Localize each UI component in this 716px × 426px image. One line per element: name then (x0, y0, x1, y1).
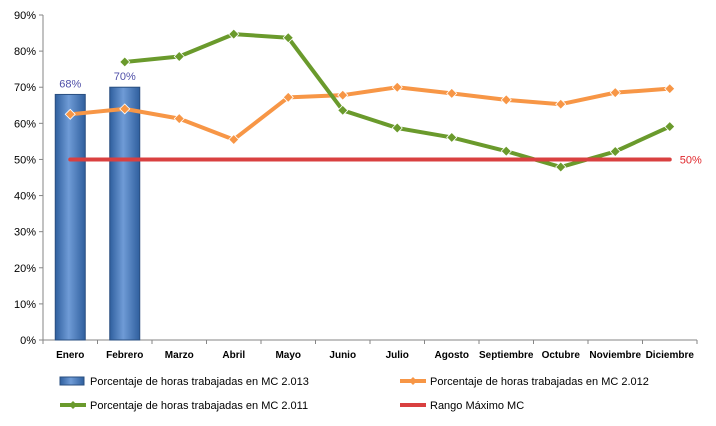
series-point (609, 87, 621, 99)
series-line (68, 85, 672, 142)
legend-label: Porcentaje de horas trabajadas en MC 2.0… (430, 376, 649, 388)
y-tick-label: 20% (14, 263, 36, 275)
bar (109, 86, 141, 341)
reference-line-label: 50% (680, 154, 702, 166)
x-tick-label: Mayo (275, 350, 301, 361)
x-tick-label: Abril (222, 350, 245, 361)
series-point (609, 145, 621, 158)
x-tick-label: Marzo (165, 350, 194, 361)
x-tick-label: Agosto (435, 350, 469, 361)
y-tick-label: 10% (14, 299, 36, 311)
y-tick-label: 50% (14, 154, 36, 166)
y-tick-label: 70% (14, 82, 36, 94)
series-point (555, 98, 567, 110)
series-point (119, 56, 131, 68)
y-tick-label: 90% (14, 10, 36, 22)
series-point (500, 145, 512, 157)
series-point (446, 87, 458, 99)
series-point (173, 113, 185, 125)
series-point (119, 103, 131, 115)
series-point (64, 108, 76, 120)
series-point (664, 121, 676, 133)
y-tick-label: 60% (14, 118, 36, 130)
x-tick-label: Octubre (542, 350, 581, 361)
series-point (500, 94, 512, 106)
x-tick-label: Noviembre (589, 350, 641, 361)
x-tick-label: Febrero (106, 350, 143, 361)
series-point (664, 83, 676, 95)
series-point (391, 81, 403, 93)
series-point (228, 134, 240, 146)
series-point (228, 28, 240, 40)
series-point (282, 32, 294, 44)
y-tick-label: 80% (14, 46, 36, 58)
legend-label: Porcentaje de horas trabajadas en MC 2.0… (90, 376, 309, 388)
legend-swatch (59, 376, 85, 386)
x-tick-label: Diciembre (646, 350, 695, 361)
legend-marker (409, 377, 417, 385)
series-point (446, 131, 458, 143)
legend-marker (69, 401, 77, 409)
y-tick-label: 0% (20, 335, 36, 347)
x-tick-label: Junio (329, 350, 356, 361)
y-tick-label: 30% (14, 227, 36, 239)
series-line (122, 32, 672, 170)
y-tick-label: 40% (14, 191, 36, 203)
bar (54, 93, 86, 341)
series-point (391, 122, 403, 134)
bar-data-label: 70% (114, 71, 136, 83)
series-point (282, 91, 294, 103)
bar-data-label: 68% (59, 78, 81, 90)
series-point (337, 89, 349, 101)
series-point (555, 161, 567, 173)
legend-label: Rango Máximo MC (430, 400, 524, 412)
x-tick-label: Septiembre (479, 350, 534, 361)
legend-label: Porcentaje de horas trabajadas en MC 2.0… (90, 400, 308, 412)
x-tick-label: Enero (56, 350, 84, 361)
series-point (337, 104, 349, 116)
x-tick-label: Julio (386, 350, 409, 361)
series-point (173, 50, 185, 63)
